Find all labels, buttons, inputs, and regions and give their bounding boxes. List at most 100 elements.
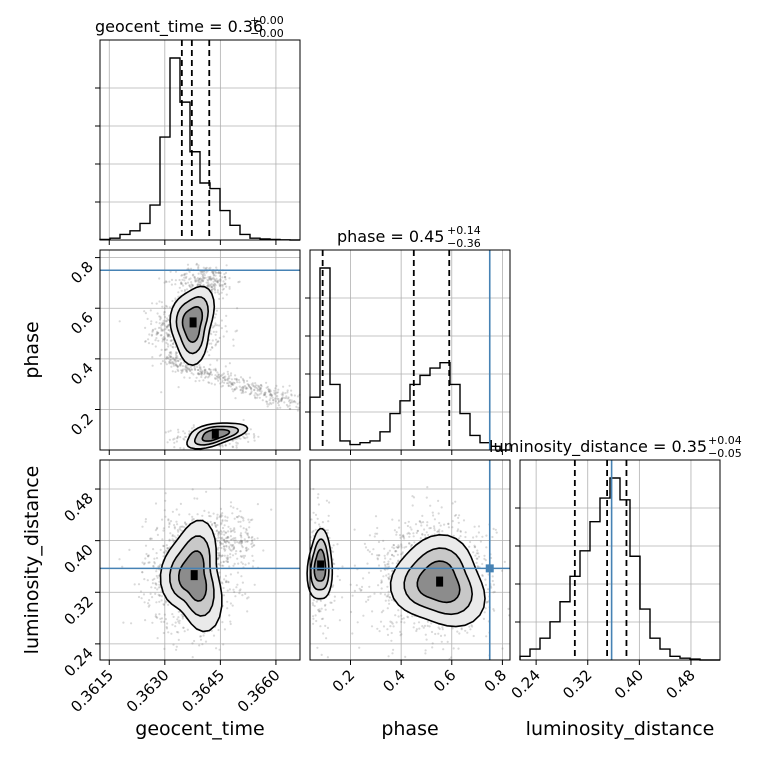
sample-point xyxy=(233,388,236,391)
sample-point xyxy=(232,588,235,591)
sample-point xyxy=(290,399,293,402)
sample-point xyxy=(224,375,227,378)
sample-point xyxy=(162,603,165,606)
sample-point xyxy=(391,518,394,521)
sample-point xyxy=(485,635,488,638)
sample-point xyxy=(167,519,170,522)
sample-point xyxy=(231,604,234,607)
sample-point xyxy=(241,562,244,565)
sample-point xyxy=(236,516,239,519)
sample-point xyxy=(196,513,199,516)
sample-point xyxy=(216,281,219,284)
sample-point xyxy=(276,401,280,405)
sample-point xyxy=(235,378,238,381)
sample-point xyxy=(216,529,219,532)
sample-point xyxy=(280,393,283,396)
sample-point xyxy=(154,613,157,616)
sample-point xyxy=(192,373,195,376)
sample-point xyxy=(476,549,479,552)
sample-point xyxy=(210,282,213,285)
sample-point xyxy=(249,392,252,395)
sample-point xyxy=(219,382,222,385)
sample-point xyxy=(189,277,192,280)
sample-point xyxy=(177,369,180,373)
sample-point xyxy=(290,394,293,397)
sample-point xyxy=(184,282,187,285)
sample-point xyxy=(246,610,249,613)
sample-point xyxy=(249,386,252,389)
sample-point xyxy=(144,340,147,343)
sample-point xyxy=(484,607,487,610)
contour-geocent-lumdist xyxy=(159,519,223,633)
sample-point xyxy=(277,388,280,391)
sample-point xyxy=(214,369,217,372)
sample-point xyxy=(144,518,147,521)
sample-point xyxy=(228,565,231,568)
sample-point xyxy=(208,514,211,518)
sample-point xyxy=(161,321,164,324)
sample-point xyxy=(165,331,168,335)
sample-point xyxy=(188,270,191,274)
xtick-label-luminosity_distance: 0.48 xyxy=(662,666,698,702)
sample-point xyxy=(382,625,386,628)
sample-point xyxy=(388,596,391,599)
sample-point xyxy=(166,356,169,359)
sample-point xyxy=(214,271,217,274)
sample-point xyxy=(203,370,206,373)
sample-point xyxy=(257,435,260,438)
sample-point xyxy=(158,315,161,318)
sample-point xyxy=(273,389,276,392)
sample-point xyxy=(169,339,172,342)
sample-point xyxy=(204,376,207,379)
sample-point xyxy=(280,399,283,402)
sample-point xyxy=(171,510,174,513)
sample-point xyxy=(169,356,172,359)
sample-point xyxy=(423,528,426,531)
sample-point xyxy=(221,542,224,546)
sample-point xyxy=(155,574,158,578)
sample-point xyxy=(241,594,244,597)
sample-point xyxy=(207,281,210,285)
sample-point xyxy=(239,539,242,542)
sample-point xyxy=(397,559,400,562)
sample-point xyxy=(395,621,398,624)
sample-point xyxy=(245,386,248,389)
sample-point xyxy=(436,530,439,533)
sample-point xyxy=(218,272,221,275)
sample-point xyxy=(222,538,225,541)
sample-point xyxy=(288,400,291,403)
sample-point xyxy=(254,396,257,399)
sample-point xyxy=(206,284,209,287)
sample-point xyxy=(209,368,212,371)
sample-point xyxy=(358,646,361,649)
sample-point xyxy=(242,418,245,422)
sample-point xyxy=(198,367,202,370)
sample-point xyxy=(212,277,216,280)
sample-point xyxy=(214,525,218,529)
sample-point xyxy=(355,584,358,587)
sample-point xyxy=(429,504,432,507)
sample-point xyxy=(158,277,161,280)
sample-point xyxy=(214,313,218,316)
sample-point xyxy=(216,289,219,292)
sample-point xyxy=(218,515,221,519)
sample-point xyxy=(398,545,401,548)
sample-point xyxy=(216,524,219,527)
sample-point xyxy=(208,277,211,280)
sample-point xyxy=(185,272,188,275)
sample-point xyxy=(248,526,251,529)
sample-point xyxy=(195,376,198,379)
sample-point xyxy=(166,334,169,338)
sample-point xyxy=(167,323,170,327)
sample-point xyxy=(216,513,219,516)
sample-point xyxy=(457,647,460,650)
sample-point xyxy=(178,363,182,366)
sample-point xyxy=(370,625,374,628)
sample-point xyxy=(174,352,177,355)
sample-point xyxy=(174,360,177,363)
sample-point xyxy=(208,367,211,371)
sample-point xyxy=(217,554,220,557)
sample-point xyxy=(190,372,193,375)
sample-point xyxy=(201,514,204,517)
sample-point xyxy=(166,317,169,320)
